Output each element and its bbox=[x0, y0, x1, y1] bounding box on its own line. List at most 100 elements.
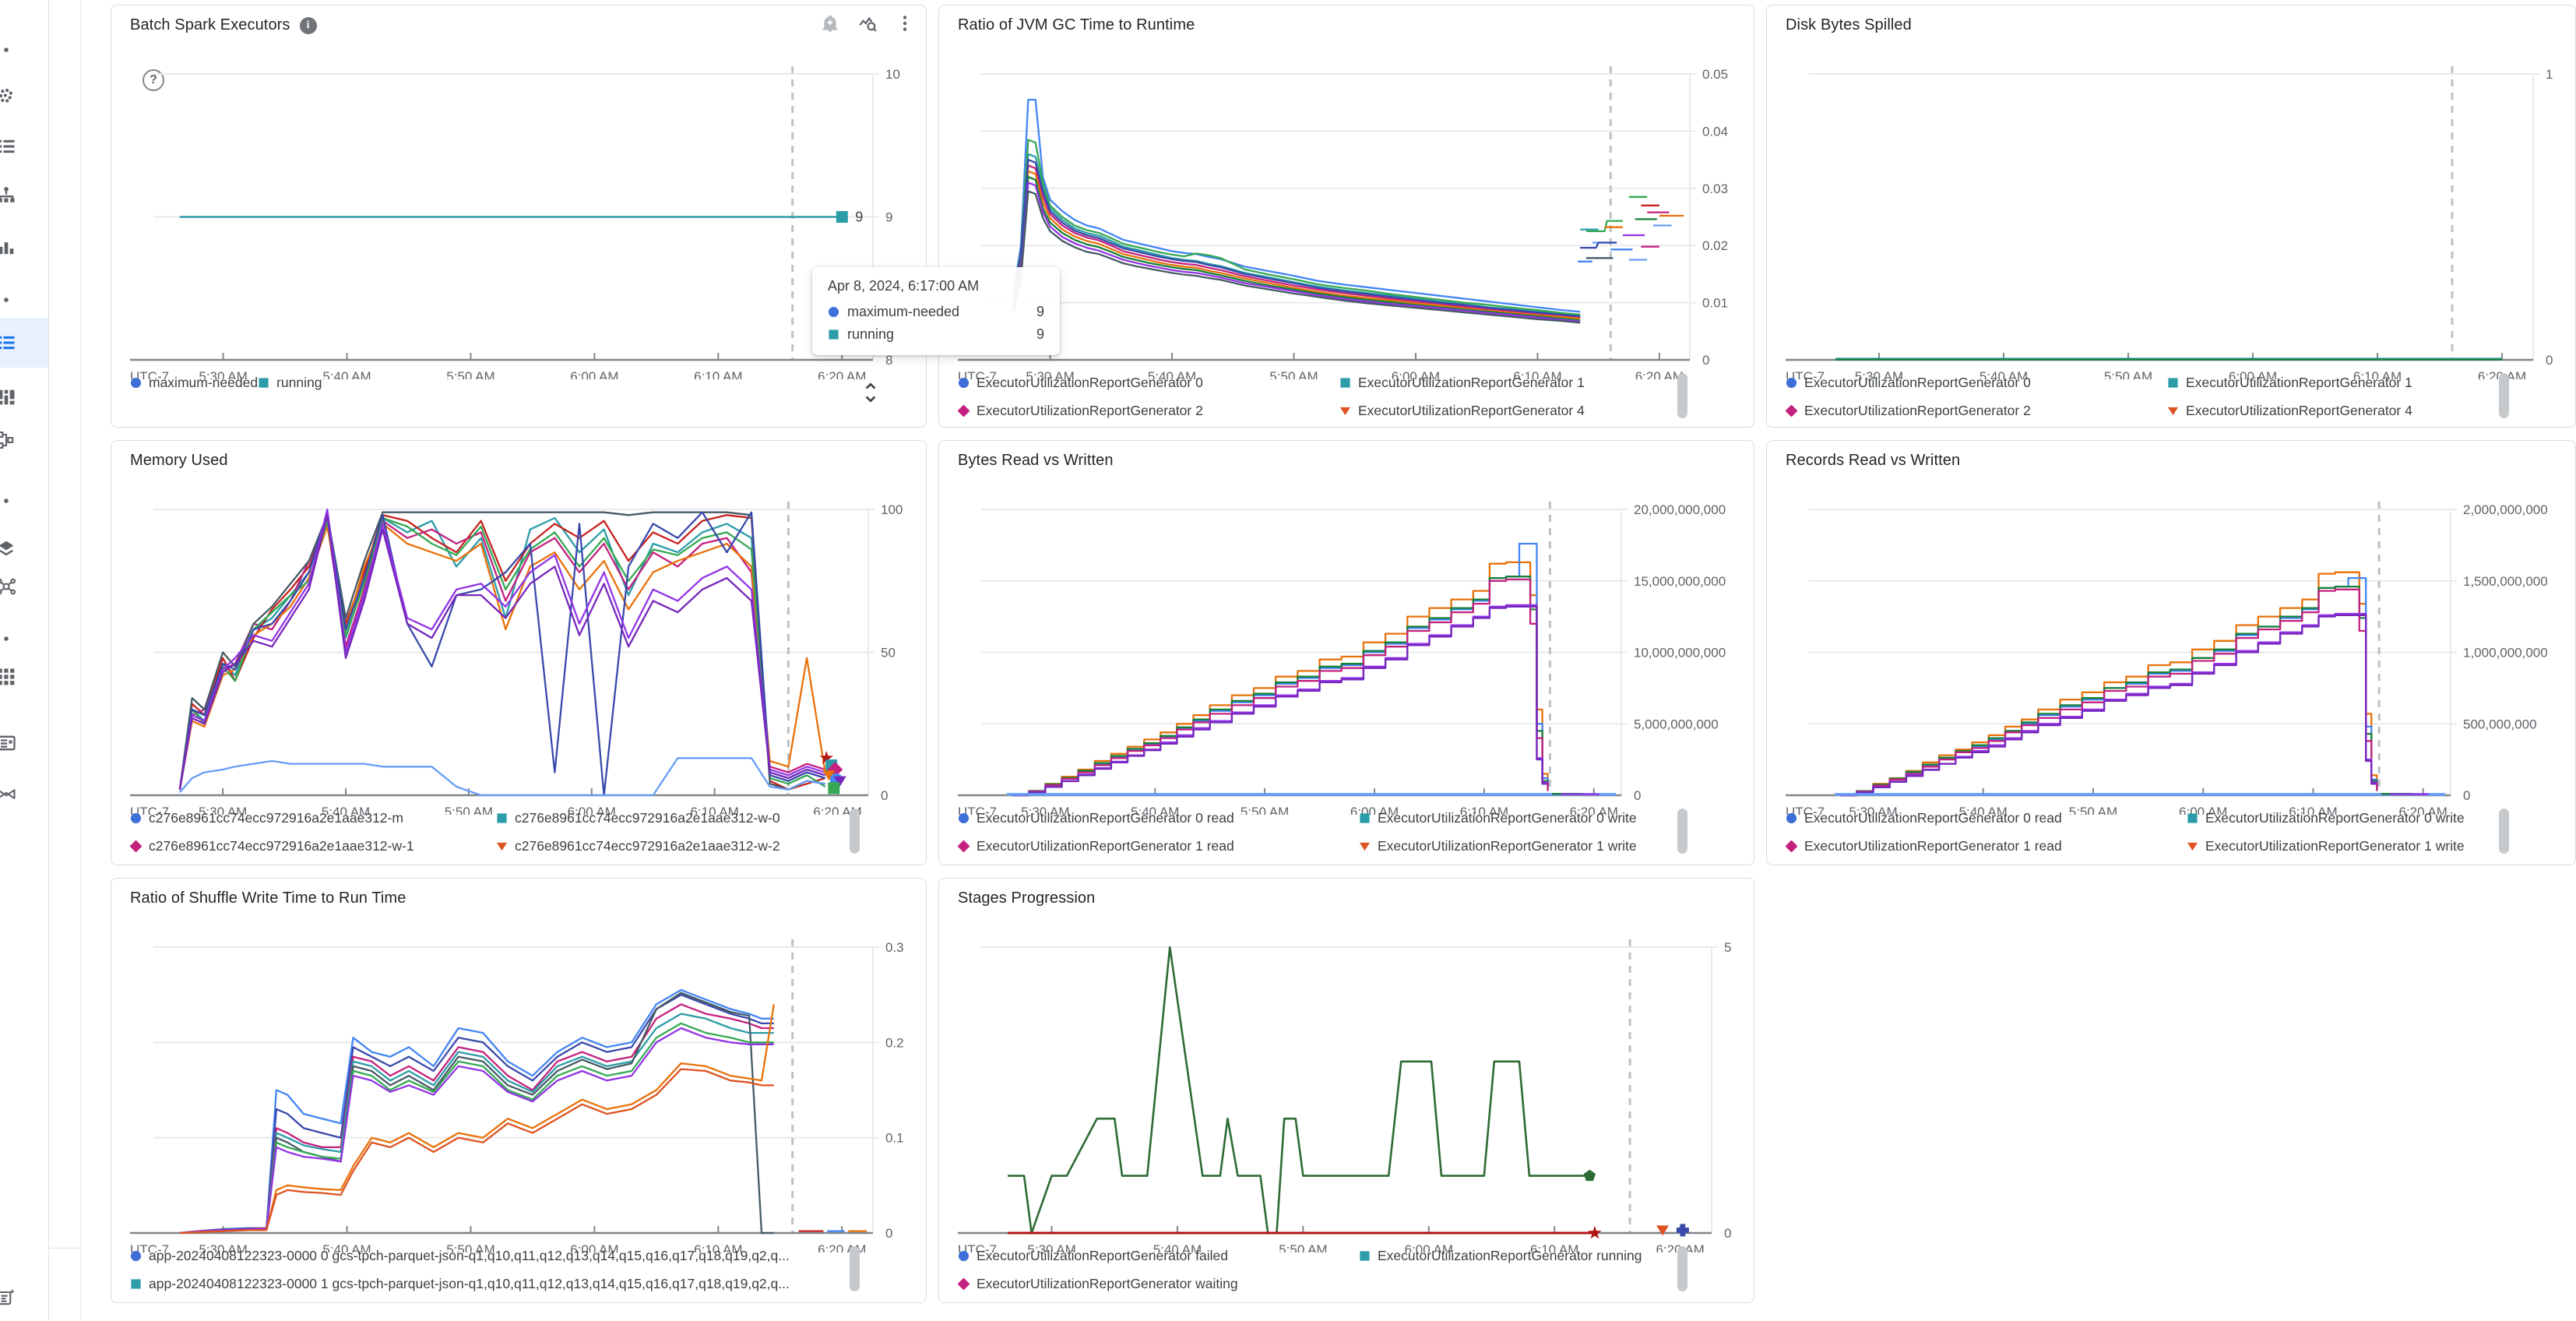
legend-scrollbar-thumb[interactable] bbox=[850, 1246, 860, 1291]
sidebar-item-tree[interactable] bbox=[0, 180, 48, 211]
legend-item[interactable]: c276e8961cc74ecc972916a2e1aae312-w-2 bbox=[496, 838, 780, 854]
chart-plot[interactable]: 100 50 0 5:30 AM 5:40 AM 5:50 AM 6:00 AM 6:10 A… bbox=[111, 472, 927, 815]
legend-scrollbar-thumb[interactable] bbox=[1677, 808, 1687, 854]
sidebar-item-cluster-dots[interactable] bbox=[0, 80, 48, 111]
legend-scrollbar-thumb[interactable] bbox=[2499, 373, 2509, 418]
info-icon[interactable]: i bbox=[299, 16, 317, 34]
legend-item[interactable]: ExecutorUtilizationReportGenerator 0 wri… bbox=[1359, 810, 1637, 826]
x-axis-label: 6:00 AM bbox=[2229, 369, 2277, 379]
x-axis-label: 5:40 AM bbox=[322, 805, 370, 815]
legend-item[interactable]: app-20240408122323-0000 1 gcs-tpch-parqu… bbox=[130, 1276, 790, 1292]
series-end-value: 9 bbox=[855, 210, 863, 225]
chart-plot[interactable]: 0.3 0.2 0.1 0 5:30 AM 5:40 AM 5:50 AM 6:00 AM 6:… bbox=[111, 910, 927, 1252]
cluster-dots-icon bbox=[0, 85, 17, 107]
x-axis-label: 5:40 AM bbox=[1153, 1242, 1202, 1252]
legend-item[interactable]: ExecutorUtilizationReportGenerator faile… bbox=[958, 1248, 1359, 1264]
x-axis-label: 5:50 AM bbox=[1240, 805, 1289, 815]
legend-item[interactable]: ExecutorUtilizationReportGenerator 1 wri… bbox=[1359, 838, 1637, 854]
chart-plot[interactable]: 0.05 0.04 0.03 0.02 0.01 0 5:30 AM 5:40 AM 5:50 … bbox=[939, 37, 1755, 379]
legend-item[interactable]: ExecutorUtilizationReportGenerator waiti… bbox=[958, 1276, 1238, 1292]
legend-item[interactable]: ExecutorUtilizationReportGenerator 0 wri… bbox=[2187, 810, 2465, 826]
chart-legend: app-20240408122323-0000 0 gcs-tpch-parqu… bbox=[130, 1248, 840, 1304]
x-axis-label: 5:40 AM bbox=[322, 1242, 371, 1252]
sidebar-item-list[interactable] bbox=[0, 131, 48, 162]
help-icon[interactable]: ? bbox=[143, 69, 164, 91]
legend-item[interactable]: app-20240408122323-0000 0 gcs-tpch-parqu… bbox=[130, 1248, 790, 1264]
sidebar-item-dashboard-blocks[interactable] bbox=[0, 382, 48, 413]
sidebar-item-bookmark-bow[interactable] bbox=[0, 778, 48, 809]
dot-icon bbox=[0, 628, 17, 650]
x-axis-label: 5:30 AM bbox=[1855, 369, 1903, 379]
legend-label: ExecutorUtilizationReportGenerator 1 bbox=[1358, 375, 1585, 390]
timezone-label: UTC-7 bbox=[1786, 805, 1825, 815]
legend-item[interactable]: ExecutorUtilizationReportGenerator 0 rea… bbox=[1786, 810, 2187, 826]
y-axis-label: 100 bbox=[881, 502, 903, 517]
legend-item[interactable]: ExecutorUtilizationReportGenerator 2 bbox=[1786, 403, 2167, 419]
sidebar-item-layers[interactable] bbox=[0, 533, 48, 564]
legend-item[interactable]: ExecutorUtilizationReportGenerator 2 bbox=[958, 403, 1339, 419]
sidebar-item-grid[interactable] bbox=[0, 661, 48, 692]
explore-chart-icon[interactable] bbox=[857, 13, 878, 33]
sidebar-item-flowchart[interactable] bbox=[0, 424, 48, 456]
square-marker bbox=[828, 782, 840, 794]
legend-scrollbar-thumb[interactable] bbox=[1677, 1246, 1687, 1291]
legend-item[interactable]: c276e8961cc74ecc972916a2e1aae312-m bbox=[130, 810, 496, 826]
square-marker bbox=[1340, 378, 1350, 388]
legend-item[interactable]: ExecutorUtilizationReportGenerator 1 bbox=[1339, 375, 1585, 391]
sidebar-item-bar-chart[interactable] bbox=[0, 232, 48, 263]
legend-item[interactable]: ExecutorUtilizationReportGenerator 1 rea… bbox=[1786, 838, 2187, 854]
sidebar-item-compose-note[interactable] bbox=[0, 1282, 48, 1313]
tooltip-series-value: 9 bbox=[1036, 304, 1044, 319]
sidebar-item-article-card[interactable] bbox=[0, 727, 48, 759]
legend-item[interactable]: ExecutorUtilizationReportGenerator 0 bbox=[958, 375, 1339, 391]
legend-item[interactable]: ExecutorUtilizationReportGenerator 1 wri… bbox=[2187, 838, 2465, 854]
more-vert-icon[interactable] bbox=[895, 13, 915, 33]
chart-plot[interactable]: 2,000,000,000 1,500,000,000 1,000,000,000 5… bbox=[1767, 472, 2576, 815]
legend-item[interactable]: ExecutorUtilizationReportGenerator 4 bbox=[2167, 403, 2412, 419]
series-line bbox=[1012, 604, 1548, 797]
timezone-label: UTC-7 bbox=[130, 805, 169, 815]
circle-marker bbox=[1786, 377, 1797, 389]
sidebar-item-dot[interactable] bbox=[0, 284, 48, 315]
square-legend-marker bbox=[259, 378, 269, 388]
chart-legend: ExecutorUtilizationReportGenerator 0 rea… bbox=[958, 810, 1668, 866]
legend-item[interactable]: ExecutorUtilizationReportGenerator 4 bbox=[1339, 403, 1585, 419]
legend-item[interactable]: ExecutorUtilizationReportGenerator 1 rea… bbox=[958, 838, 1359, 854]
series-line bbox=[1012, 153, 1581, 317]
chart-plot[interactable]: 10 9 8 5:30 AM 5:40 AM 5:50 AM 6:00 AM 6:10 AM 6… bbox=[111, 37, 927, 379]
legend-item[interactable]: ExecutorUtilizationReportGenerator 0 rea… bbox=[958, 810, 1359, 826]
legend-scrollbar-thumb[interactable] bbox=[1677, 373, 1687, 418]
square-marker bbox=[2187, 813, 2198, 823]
legend-item[interactable]: c276e8961cc74ecc972916a2e1aae312-w-0 bbox=[496, 810, 780, 826]
series-line bbox=[1008, 946, 1590, 1235]
card-title: Memory Used bbox=[130, 452, 228, 469]
legend-item[interactable]: ExecutorUtilizationReportGenerator runni… bbox=[1359, 1248, 1642, 1264]
unfold-more-icon[interactable] bbox=[860, 379, 881, 410]
legend-scrollbar-thumb[interactable] bbox=[850, 808, 860, 854]
square-marker bbox=[2168, 378, 2178, 388]
series-line bbox=[1840, 571, 2378, 797]
chart-plot[interactable]: 20,000,000,000 15,000,000,000 10,000,000,0… bbox=[939, 472, 1755, 815]
sidebar-item-network-hub[interactable] bbox=[0, 571, 48, 602]
flowchart-icon bbox=[0, 429, 17, 451]
tree-icon bbox=[0, 185, 17, 206]
chart-plot[interactable]: 505:30 AM 5:40 AM 5:50 AM 6:00 AM 6:10 AM 6:2… bbox=[939, 910, 1755, 1252]
diamond-marker bbox=[958, 405, 970, 417]
y-axis-label: 500,000,000 bbox=[2463, 717, 2537, 731]
add-alert-icon[interactable] bbox=[820, 13, 840, 33]
legend-item[interactable]: maximum-needed bbox=[130, 375, 258, 391]
legend-item[interactable]: c276e8961cc74ecc972916a2e1aae312-w-1 bbox=[130, 838, 496, 854]
sidebar-item-dot[interactable] bbox=[0, 623, 48, 654]
sidebar-item-dot[interactable] bbox=[0, 485, 48, 516]
legend-scrollbar-thumb[interactable] bbox=[2499, 808, 2509, 854]
sidebar-item-dot[interactable] bbox=[0, 34, 48, 65]
x-axis-label: 6:10 AM bbox=[694, 369, 742, 379]
legend-item[interactable]: ExecutorUtilizationReportGenerator 0 bbox=[1786, 375, 2167, 391]
legend-label: c276e8961cc74ecc972916a2e1aae312-w-0 bbox=[515, 810, 780, 826]
y-axis-label: 20,000,000,000 bbox=[1634, 502, 1726, 517]
legend-item[interactable]: running bbox=[258, 375, 322, 391]
legend-item[interactable]: ExecutorUtilizationReportGenerator 1 bbox=[2167, 375, 2412, 391]
chart-plot[interactable]: 105:30 AM 5:40 AM 5:50 AM 6:00 AM 6:10 AM 6:2… bbox=[1767, 37, 2576, 379]
card-title: Disk Bytes Spilled bbox=[1786, 16, 1912, 33]
sidebar-item-list-selected[interactable] bbox=[0, 318, 48, 368]
